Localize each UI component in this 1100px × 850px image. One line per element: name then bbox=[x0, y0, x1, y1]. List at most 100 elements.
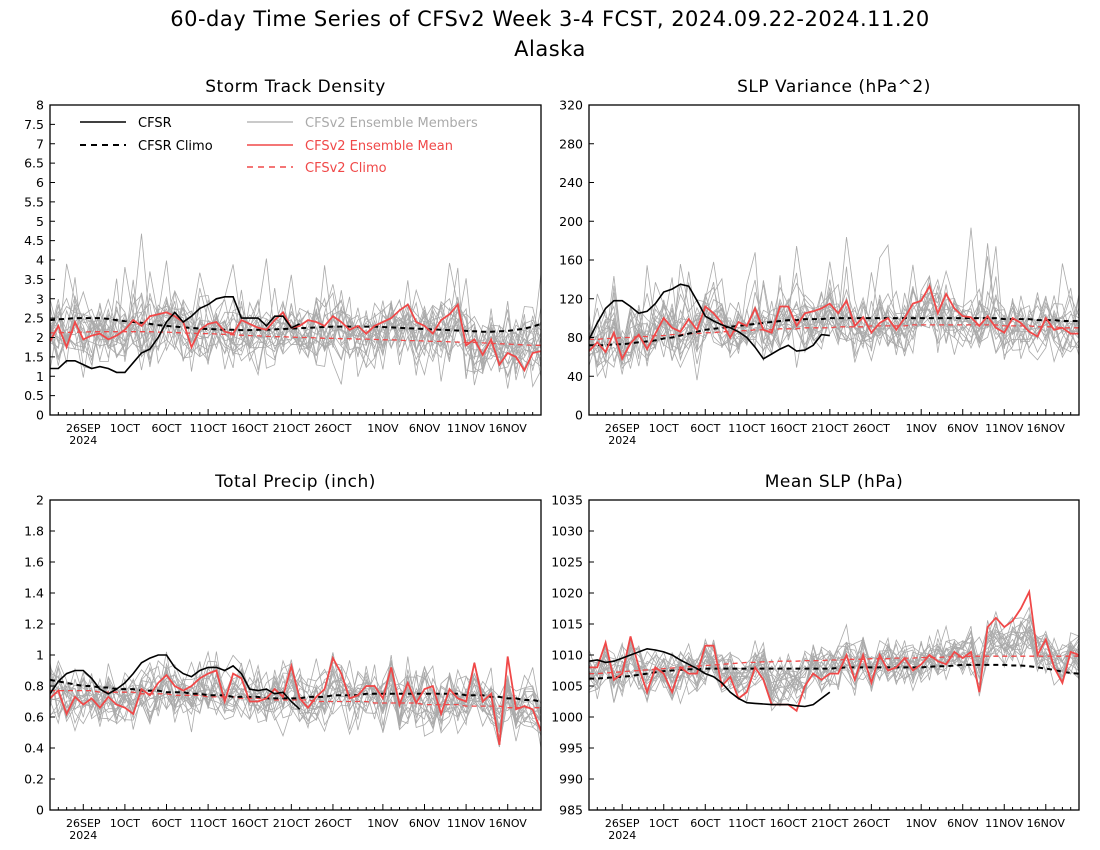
legend-label-cfsr-climo: CFSR Climo bbox=[138, 139, 213, 154]
panel-slp_var: SLP Variance (hPa^2) 0 40 80 120 160 200 240 280… bbox=[559, 77, 1080, 447]
x-tick-label: 21OCT bbox=[811, 817, 848, 830]
ensemble-member-line bbox=[50, 658, 541, 730]
y-tick-label: 0.8 bbox=[24, 679, 44, 694]
x-tick-label: 26OCT bbox=[314, 817, 351, 830]
legend: CFSR CFSR Climo CFSv2 Ensemble Members CFSv… bbox=[80, 116, 478, 176]
x-tick-label: 6NOV bbox=[409, 422, 441, 435]
y-tick-label: 200 bbox=[559, 214, 583, 229]
series-ens-mean-line bbox=[589, 588, 1079, 713]
x-tick-label: 11NOV bbox=[447, 817, 486, 830]
x-tick-label: 26SEP bbox=[66, 817, 101, 830]
series-cfsr-line bbox=[589, 283, 830, 360]
y-tick-label: 2 bbox=[36, 330, 44, 345]
x-tick-label: 16NOV bbox=[489, 422, 528, 435]
x-tick-label: 11OCT bbox=[728, 422, 765, 435]
ensemble-member-line bbox=[50, 263, 541, 381]
y-tick-label: 0.6 bbox=[24, 710, 44, 725]
x-tick-label: 26SEP bbox=[605, 422, 640, 435]
ensemble-member-line bbox=[589, 284, 1079, 369]
y-tick-label: 0.5 bbox=[24, 388, 44, 403]
ensemble-member-line bbox=[50, 278, 541, 379]
y-tick-label: 3.5 bbox=[24, 272, 44, 287]
series-cfsr-climo-line bbox=[50, 678, 541, 703]
ensemble-members bbox=[50, 233, 541, 389]
x-tick-label: 16OCT bbox=[770, 817, 807, 830]
y-tick-label: 120 bbox=[559, 291, 583, 306]
y-tick-label: 1.5 bbox=[24, 349, 44, 364]
x-tick-label: 26OCT bbox=[314, 422, 351, 435]
ensemble-member-line bbox=[50, 659, 541, 726]
x-tick-label: 21OCT bbox=[273, 422, 310, 435]
x-tick-label: 1OCT bbox=[110, 817, 140, 830]
series-cfsr-line bbox=[50, 295, 301, 374]
y-tick-label: 3 bbox=[36, 291, 44, 306]
x-tick-label: 11OCT bbox=[190, 422, 227, 435]
panel-storm: Storm Track Density 0 0.5 1 1.5 2 2.5 3 3.5 4 4.5 5… bbox=[24, 77, 542, 447]
panel-title: Mean SLP (hPa) bbox=[765, 472, 904, 492]
x-tick-label: 6OCT bbox=[690, 422, 720, 435]
panel-title: SLP Variance (hPa^2) bbox=[737, 77, 931, 97]
x-tick-label: 11NOV bbox=[985, 817, 1024, 830]
x-tick-label: 1NOV bbox=[906, 422, 938, 435]
y-tick-label: 1000 bbox=[551, 710, 583, 725]
y-tick-label: 0 bbox=[575, 408, 583, 423]
x-tick-label: 6NOV bbox=[947, 817, 979, 830]
series-ens-mean-line bbox=[50, 302, 541, 373]
y-tick-label: 0 bbox=[36, 408, 44, 423]
x-tick-label: 6OCT bbox=[151, 817, 181, 830]
x-tick-label: 1NOV bbox=[906, 817, 938, 830]
y-tick-label: 8 bbox=[36, 98, 44, 113]
ensemble-member-line bbox=[50, 652, 541, 723]
figure-subtitle: Alaska bbox=[514, 37, 586, 61]
y-tick-label: 2 bbox=[36, 493, 44, 508]
series-cfsv2-climo-line bbox=[50, 689, 541, 709]
y-tick-label: 6 bbox=[36, 175, 44, 190]
panel-precip: Total Precip (inch) 0 0.2 0.4 0.6 0.8 1 1.2 1.4 1… bbox=[24, 472, 542, 842]
x-tick-label: 6NOV bbox=[409, 817, 441, 830]
ensemble-member-line bbox=[50, 264, 541, 379]
ensemble-member-line bbox=[589, 610, 1079, 693]
x-tick-label: 11OCT bbox=[190, 817, 227, 830]
x-tick-sublabel: 2024 bbox=[69, 829, 97, 842]
y-tick-label: 1 bbox=[36, 369, 44, 384]
y-tick-label: 320 bbox=[559, 98, 583, 113]
y-tick-label: 5 bbox=[36, 214, 44, 229]
y-tick-label: 160 bbox=[559, 253, 583, 268]
x-tick-label: 6OCT bbox=[151, 422, 181, 435]
y-tick-label: 1035 bbox=[551, 493, 583, 508]
y-tick-label: 995 bbox=[559, 741, 583, 756]
x-tick-label: 16NOV bbox=[1027, 817, 1066, 830]
x-tick-sublabel: 2024 bbox=[608, 434, 636, 447]
x-tick-label: 21OCT bbox=[811, 422, 848, 435]
panel-title: Storm Track Density bbox=[205, 77, 386, 97]
y-tick-label: 7.5 bbox=[24, 117, 44, 132]
y-tick-label: 5.5 bbox=[24, 194, 44, 209]
ensemble-member-line bbox=[589, 629, 1079, 697]
y-tick-label: 1005 bbox=[551, 679, 583, 694]
x-tick-sublabel: 2024 bbox=[69, 434, 97, 447]
ensemble-member-line bbox=[50, 660, 541, 737]
x-tick-label: 16OCT bbox=[231, 422, 268, 435]
x-tick-label: 1NOV bbox=[367, 422, 399, 435]
y-tick-label: 7 bbox=[36, 136, 44, 151]
legend-label-members: CFSv2 Ensemble Members bbox=[305, 116, 478, 131]
y-tick-label: 985 bbox=[559, 803, 583, 818]
ensemble-member-line bbox=[50, 651, 541, 745]
y-tick-label: 4 bbox=[36, 253, 44, 268]
y-tick-label: 1010 bbox=[551, 648, 583, 663]
x-tick-label: 11OCT bbox=[728, 817, 765, 830]
y-tick-label: 1.2 bbox=[24, 617, 44, 632]
y-tick-label: 990 bbox=[559, 772, 583, 787]
plot-frame bbox=[588, 104, 1080, 416]
y-tick-label: 240 bbox=[559, 175, 583, 190]
x-tick-label: 1NOV bbox=[367, 817, 399, 830]
series-cfsv2-climo-line bbox=[589, 324, 1079, 341]
y-tick-label: 40 bbox=[567, 369, 583, 384]
y-tick-label: 1.6 bbox=[24, 555, 44, 570]
series-cfsr-line bbox=[589, 647, 831, 708]
x-tick-label: 6NOV bbox=[947, 422, 979, 435]
figure-title-block: 60-day Time Series of CFSv2 Week 3-4 FCS… bbox=[0, 4, 1100, 64]
y-tick-label: 6.5 bbox=[24, 156, 44, 171]
plot-frame bbox=[49, 499, 542, 811]
